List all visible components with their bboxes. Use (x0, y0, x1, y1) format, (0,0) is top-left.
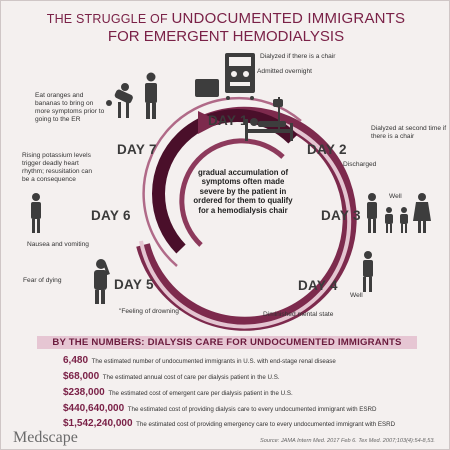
number-row: 6,480 The estimated number of undocument… (63, 355, 336, 366)
label-fear: Fear of dying (23, 277, 62, 284)
family-icon (367, 193, 431, 233)
label-diminished: Diminished mental state (263, 311, 334, 318)
arrow-head (198, 111, 221, 134)
day-3-label: DAY 3 (321, 208, 361, 223)
label-dialyzed-chair: Dialyzed if there is a chair (260, 53, 336, 60)
number-row: $440,640,000 The estimated cost of provi… (63, 403, 376, 414)
medscape-logo: Medscape (13, 429, 78, 446)
numbers-header: BY THE NUMBERS: DIALYSIS CARE FOR UNDOCU… (52, 337, 402, 348)
number-row: $1,542,240,000 The estimated cost of pro… (63, 418, 395, 429)
number-row: $238,000 The estimated cost of emergent … (63, 387, 293, 398)
day-6-label: DAY 6 (91, 208, 131, 223)
day-7-label: DAY 7 (117, 142, 157, 157)
number-text: The estimated cost of providing dialysis… (127, 406, 377, 413)
day-1-label: DAY 1 (208, 113, 248, 128)
label-discharged: Discharged (343, 161, 377, 168)
number-text: The estimated annual cost of care per di… (102, 374, 280, 381)
day-5-label: DAY 5 (114, 277, 154, 292)
distressed-person-icon (94, 259, 110, 304)
hospital-bed-icon (245, 97, 293, 141)
number-value: $68,000 (63, 371, 100, 382)
number-row: $68,000 The estimated annual cost of car… (63, 371, 280, 382)
nauseous-person-icon (31, 193, 41, 233)
inner-arc-dark (152, 109, 298, 254)
number-value: $1,542,240,000 (63, 418, 133, 429)
cycle-arcs (136, 96, 357, 331)
source-citation: Source: JAMA Intern Med. 2017 Feb 6. Tex… (260, 438, 435, 444)
walking-person-icon (363, 251, 373, 292)
number-value: 6,480 (63, 355, 89, 366)
title-line-1: THE STRUGGLE OF UNDOCUMENTED IMMIGRANTS (1, 10, 449, 27)
inner-arc-thin (142, 96, 302, 267)
number-text: The estimated cost of providing emergenc… (136, 421, 396, 428)
day-2-label: DAY 2 (307, 142, 347, 157)
day-4-label: DAY 4 (298, 278, 338, 293)
label-potassium: Rising potassium levels trigger deadly h… (22, 152, 92, 183)
helping-people-icon (106, 72, 157, 119)
number-text: The estimated number of undocumented imm… (91, 358, 336, 365)
label-drowning: "Feeling of drowning" (119, 308, 182, 315)
center-text: gradual accumulation of symptoms often m… (193, 168, 293, 215)
title-part-3: UNDOCUMENTED IMMIGRANTS (171, 10, 406, 27)
label-nausea: Nausea and vomiting (27, 241, 89, 248)
label-dialyzed-second: Dialyzed at second time if there is a ch… (371, 125, 447, 140)
label-oranges: Eat oranges and bananas to bring on more… (35, 92, 105, 123)
label-well-1: Well (389, 193, 402, 200)
dialysis-machine-icon (195, 53, 255, 100)
number-value: $440,640,000 (63, 403, 125, 414)
innermost-arc (179, 138, 285, 247)
numbers-header-band (37, 336, 417, 349)
title-part-2: OF (146, 12, 172, 26)
number-value: $238,000 (63, 387, 105, 398)
title-line-2: FOR EMERGENT HEMODIALYSIS (107, 28, 345, 45)
label-well-2: Well (350, 292, 363, 299)
label-admitted: Admitted overnight (257, 68, 312, 75)
title-part-1: THE STRUGGLE (46, 12, 147, 26)
number-text: The estimated cost of emergent care per … (108, 390, 293, 397)
